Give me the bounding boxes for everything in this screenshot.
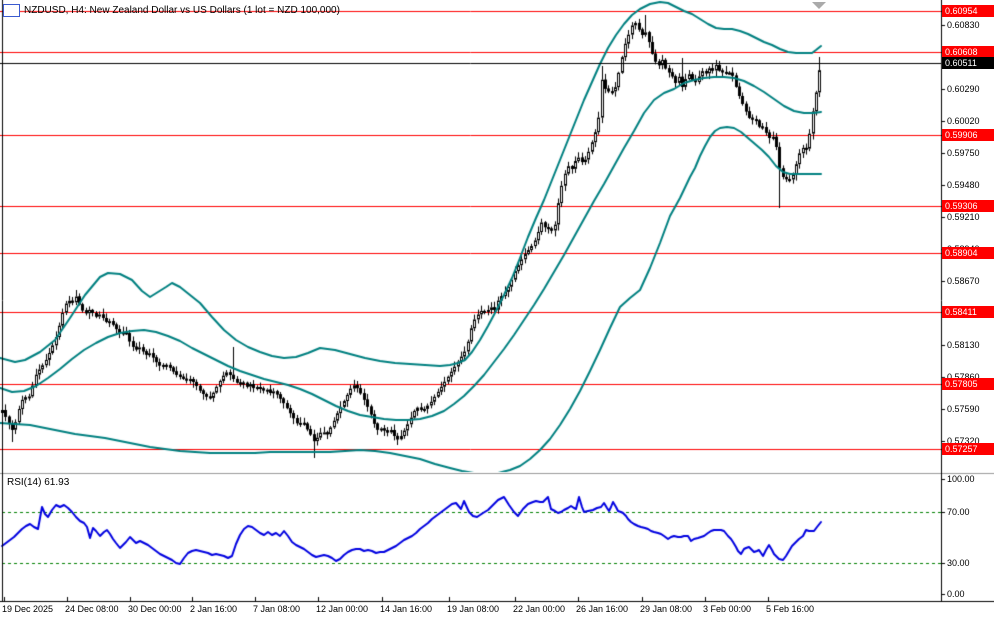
price-level-badge: 0.57805: [942, 377, 994, 390]
price-tick-label: 0.59750: [947, 148, 980, 159]
chart-title-bar: NZDUSD, H4: New Zealand Dollar vs US Dol…: [3, 3, 340, 17]
date-label: 3 Feb 00:00: [703, 604, 752, 614]
price-tick-label: 0.58670: [947, 276, 980, 287]
price-tick-label: 0.57590: [947, 404, 980, 415]
date-label: 26 Jan 16:00: [576, 604, 629, 614]
date-label: 22 Jan 00:00: [513, 604, 566, 614]
chart-list-icon: [3, 3, 20, 17]
price-level-badge: 0.58411: [942, 305, 994, 318]
price-tick-label: 0.57860: [947, 372, 980, 382]
rsi-tick-label: 70.00: [947, 507, 970, 517]
rsi-tick-label: 30.00: [947, 558, 970, 568]
date-label: 19 Jan 08:00: [447, 604, 500, 614]
price-level-badge: 0.57257: [942, 442, 994, 455]
current-price-badge: 0.60511: [942, 57, 994, 70]
date-label: 12 Jan 00:00: [316, 604, 369, 614]
price-tick-label: 0.58130: [947, 340, 980, 351]
chart-title: NZDUSD, H4: New Zealand Dollar vs US Dol…: [24, 4, 340, 16]
date-label: 30 Dec 00:00: [128, 604, 182, 614]
price-level-badge: 0.60608: [942, 45, 994, 58]
price-tick-label: 0.60830: [947, 20, 980, 31]
price-tick-label: 0.59210: [947, 212, 980, 223]
date-label: 19 Dec 2025: [2, 604, 54, 614]
price-tick-label: 0.60020: [947, 116, 980, 127]
date-label: 24 Dec 08:00: [65, 604, 119, 614]
price-level-badge: 0.58904: [942, 247, 994, 260]
date-label: 14 Jan 16:00: [380, 604, 433, 614]
price-level-badge: 0.59306: [942, 199, 994, 212]
price-tick-label: 0.59480: [947, 180, 980, 191]
rsi-indicator-label: RSI(14) 61.93: [7, 477, 70, 488]
price-tick-label: 0.57320: [947, 436, 980, 447]
price-tick-label: 0.60290: [947, 84, 980, 95]
date-label: 2 Jan 16:00: [190, 604, 238, 614]
date-label: 5 Feb 16:00: [766, 604, 815, 614]
price-level-badge: 0.59906: [942, 128, 994, 141]
chart-shift-triangle-icon[interactable]: [812, 2, 826, 9]
rsi-tick-label: 0.00: [947, 589, 965, 599]
date-label: 29 Jan 08:00: [640, 604, 693, 614]
date-label: 7 Jan 08:00: [253, 604, 301, 614]
price-level-badge: 0.60954: [942, 4, 994, 17]
rsi-tick-label: 100.00: [947, 474, 975, 484]
